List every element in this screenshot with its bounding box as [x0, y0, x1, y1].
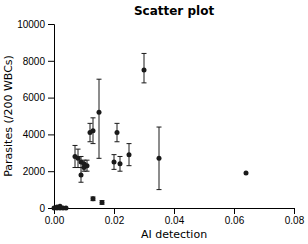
error-bar	[100, 201, 105, 205]
x-tick: 0.06	[225, 208, 245, 226]
x-tick-mark	[174, 208, 175, 214]
y-tick-label: 8000	[23, 56, 46, 67]
y-tick: 10000	[17, 19, 54, 30]
y-tick-label: 0	[39, 203, 45, 214]
x-tick: 0.04	[165, 208, 185, 226]
point	[97, 110, 102, 115]
error-bar	[97, 79, 102, 158]
y-tick: 4000	[23, 129, 54, 140]
x-tick-label: 0.04	[165, 215, 185, 226]
point	[91, 128, 96, 133]
x-tick-label: 0.00	[45, 215, 65, 226]
y-tick: 6000	[23, 92, 54, 103]
x-tick: 0.00	[45, 208, 65, 226]
title: Scatter plot	[134, 4, 215, 18]
point	[85, 163, 90, 168]
y-tick: 2000	[23, 166, 54, 177]
point	[157, 156, 162, 161]
error-bar	[91, 118, 96, 144]
x-tick: 0.08	[285, 208, 305, 226]
y-tick-label: 4000	[23, 129, 46, 140]
x-tick-label: 0.06	[225, 215, 245, 226]
point	[79, 172, 84, 177]
y-axis-title: Parasites (/200 WBCs)	[2, 55, 15, 177]
y-tick-label: 10000	[17, 19, 45, 30]
x-tick-mark	[234, 208, 235, 214]
point	[118, 161, 123, 166]
y-tick-label: 2000	[23, 166, 46, 177]
y-tick-mark	[48, 61, 54, 62]
error-bar	[142, 53, 147, 82]
error-bar	[76, 149, 81, 167]
error-bar	[79, 168, 84, 183]
error-bar	[115, 123, 120, 141]
x-tick-label: 0.02	[105, 215, 125, 226]
y-tick: 8000	[23, 56, 54, 67]
point	[142, 68, 147, 73]
error-bar	[157, 127, 162, 190]
point	[64, 206, 69, 211]
point	[112, 160, 117, 165]
y-axis-line	[48, 25, 55, 209]
point	[127, 152, 132, 157]
x-tick: 0.02	[105, 208, 125, 226]
x-axis-line	[55, 209, 295, 215]
points	[52, 53, 249, 210]
x-tick-mark	[294, 208, 295, 214]
point	[100, 200, 105, 205]
error-bar	[127, 144, 132, 166]
error-bar	[91, 197, 96, 201]
y-axis: 0 2000 4000 6000 8000 10000	[17, 19, 54, 214]
y-tick-mark	[48, 134, 54, 135]
point	[91, 196, 96, 201]
error-bar	[112, 155, 117, 170]
plot-area: 0.00 0.02 0.04 0.06 0.08 0 2000 4000 6000 8000 100…	[17, 19, 304, 226]
y-tick-mark	[48, 24, 54, 25]
x-tick-mark	[114, 208, 115, 214]
error-bar	[118, 156, 123, 171]
x-tick-label: 0.08	[285, 215, 305, 226]
point	[115, 130, 120, 135]
x-axis: 0.00 0.02 0.04 0.06 0.08	[45, 208, 305, 226]
y-tick-label: 6000	[23, 92, 46, 103]
y-tick-mark	[48, 98, 54, 99]
x-axis-title: AI detection	[141, 228, 207, 241]
y-tick-mark	[48, 171, 54, 172]
point	[244, 171, 249, 176]
chart: 0.00 0.02 0.04 0.06 0.08 0 2000 4000 6000 8000 100…	[0, 0, 308, 244]
